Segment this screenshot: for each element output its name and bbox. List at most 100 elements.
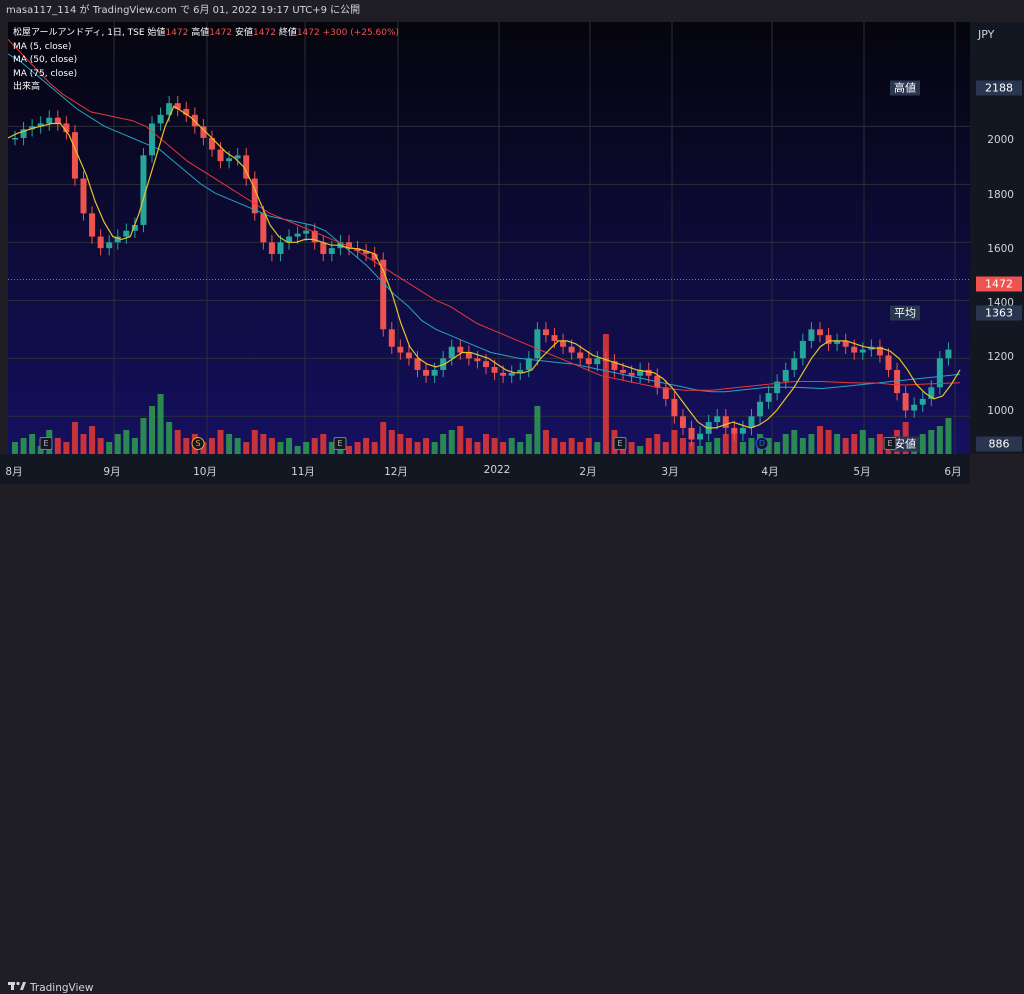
candle-body [645,369,652,376]
volume-bar [876,434,883,454]
candle-body [842,340,849,347]
volume-bar [234,438,241,454]
candle-body [405,352,412,359]
chart-legend: 松屋アールアンドディ, 1日, TSE 始値1472 高値1472 安値1472… [13,27,399,95]
candle-body [54,117,61,124]
earnings-marker[interactable]: E [333,437,347,450]
candle-body [46,117,53,124]
candle-body [149,123,156,156]
candle-body [902,393,909,411]
candle-body [217,149,224,162]
volume-bar [602,334,609,454]
candle-body [894,369,901,394]
candle-body [757,401,764,417]
price-chart[interactable] [8,22,970,454]
chart-plot-area[interactable] [8,22,970,454]
candle-body [859,349,866,353]
volume-bar [825,430,832,454]
volume-bar [268,438,275,454]
volume-bar [765,438,772,454]
candle-body [311,230,318,243]
legend-close-label: 終値 [278,28,297,38]
x-tick-2022: 2022 [483,464,511,476]
earnings-marker[interactable]: E [613,437,627,450]
candle-body [63,123,70,133]
x-tick-aug: 8月 [5,466,23,478]
volume-bar [97,438,104,454]
volume-bar [774,442,781,454]
volume-bar [500,442,507,454]
volume-bar [560,442,567,454]
volume-bar [491,438,498,454]
ma75-line [8,53,961,393]
time-axis[interactable]: 8月 9月 10月 11月 12月 2022 2月 3月 4月 5月 6月 [0,454,970,484]
legend-ma75[interactable]: MA (75, close) [13,68,78,79]
candle-body [431,369,438,376]
candle-body [71,132,78,179]
volume-bar [303,442,310,454]
candle-body [500,372,507,376]
legend-open-label: 始値 [147,28,166,38]
candle-body [268,242,275,254]
candle-body [628,372,635,376]
candle-body [662,387,669,399]
candle-body [739,427,746,434]
legend-ma5[interactable]: MA (5, close) [13,41,72,52]
candle-body [12,137,18,140]
legend-volume[interactable]: 出来高 [13,82,41,92]
volume-bar [157,394,164,454]
volume-bar [260,434,267,454]
volume-bar [628,442,635,454]
y-tick-1000: 1000 [987,405,1014,417]
volume-bar [688,442,695,454]
volume-bar [106,442,113,454]
volume-bar [508,438,515,454]
candle-body [465,352,472,359]
volume-bar [114,434,121,454]
candle-body [320,242,327,254]
volume-bar [243,442,250,454]
legend-symbol-row: 松屋アールアンドディ, 1日, TSE 始値1472 高値1472 安値1472… [13,27,399,41]
volume-bar [277,442,284,454]
split-marker[interactable]: S [191,437,205,450]
volume-bar [140,418,147,454]
low-tag-label: 安値 [890,436,920,452]
candle-body [782,369,789,382]
candle-body [106,242,113,249]
volume-bar [12,442,18,454]
candle-body [474,358,481,362]
volume-bar [834,434,841,454]
volume-bar [585,438,592,454]
volume-bar [457,426,464,454]
candle-body [791,358,798,370]
x-tick-nov: 11月 [291,466,315,478]
candle-body [551,335,558,341]
volume-bar [568,438,575,454]
volume-bar [517,442,524,454]
candle-body [825,335,832,344]
volume-bar [294,446,301,454]
volume-bar [345,446,352,454]
candle-body [679,416,686,428]
volume-bar [363,438,370,454]
high-tag-value: 2188 [976,80,1022,96]
dividend-marker[interactable]: D [755,437,769,450]
candle-body [97,236,104,249]
legend-symbol: 松屋アールアンドディ, 1日, TSE [13,28,145,38]
candle-body [525,358,532,370]
earnings-marker[interactable]: E [39,437,53,450]
x-tick-jun: 6月 [944,466,962,478]
candle-body [388,329,395,347]
candle-body [517,369,524,373]
candle-body [20,129,27,138]
volume-bar [397,434,404,454]
candle-body [89,213,96,237]
volume-bar [842,438,849,454]
volume-bar [80,434,87,454]
candle-body [714,416,721,423]
volume-bar [423,438,430,454]
tradingview-brand[interactable]: TradingView [8,981,93,994]
earnings-marker[interactable]: E [883,437,897,450]
candle-body [243,155,250,179]
legend-ma50[interactable]: MA (50, close) [13,55,78,65]
